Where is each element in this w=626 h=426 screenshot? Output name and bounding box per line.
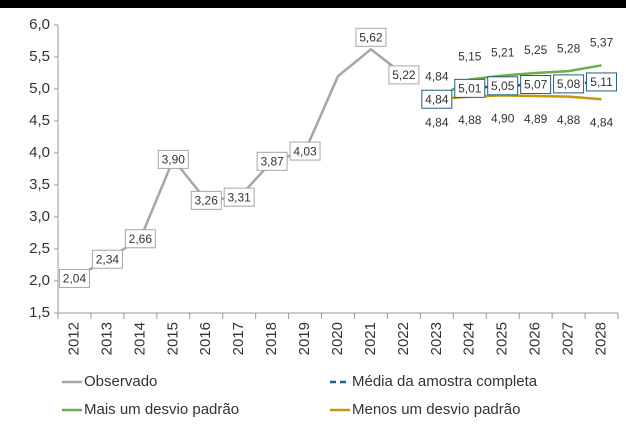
data-label: 5,25 xyxy=(524,43,548,57)
y-tick-label: 2,0 xyxy=(29,272,50,289)
x-tick-label: 2019 xyxy=(296,322,313,355)
data-label: 3,87 xyxy=(260,154,284,168)
data-label-box xyxy=(223,187,255,207)
data-label: 4,89 xyxy=(524,112,548,126)
legend-label: Média da amostra completa xyxy=(352,373,538,390)
top-bar xyxy=(0,0,626,8)
data-label: 4,88 xyxy=(458,113,482,127)
data-label-box xyxy=(454,78,486,98)
data-label-box xyxy=(388,65,420,85)
data-label: 5,37 xyxy=(590,35,614,49)
y-tick-label: 3,0 xyxy=(29,208,50,225)
data-label: 5,05 xyxy=(491,79,515,93)
series-line xyxy=(436,80,602,101)
x-tick-label: 2028 xyxy=(592,322,609,355)
data-label-box xyxy=(190,190,222,210)
x-tick-label: 2021 xyxy=(362,322,379,355)
data-label: 5,22 xyxy=(392,68,416,82)
data-label-box xyxy=(520,75,552,95)
y-tick-label: 2,5 xyxy=(29,240,50,257)
data-label: 3,26 xyxy=(195,194,219,208)
data-label-box xyxy=(256,151,288,171)
x-tick-label: 2024 xyxy=(461,322,478,355)
legend-label: Observado xyxy=(84,373,157,390)
legend-label: Menos um desvio padrão xyxy=(352,401,520,418)
data-label: 5,28 xyxy=(557,41,581,55)
data-label: 4,88 xyxy=(557,113,581,127)
series-line xyxy=(73,47,405,280)
x-tick-label: 2026 xyxy=(527,322,544,355)
data-label-box xyxy=(157,149,189,169)
x-tick-label: 2025 xyxy=(494,322,511,355)
x-tick-label: 2015 xyxy=(164,322,181,355)
legend-label: Mais um desvio padrão xyxy=(84,401,239,418)
data-label: 5,62 xyxy=(359,30,383,44)
x-tick-label: 2016 xyxy=(197,322,214,355)
data-label: 2,34 xyxy=(96,252,120,266)
y-tick-label: 4,5 xyxy=(29,112,50,129)
data-label: 3,90 xyxy=(162,153,186,167)
data-label: 5,07 xyxy=(524,78,548,92)
x-tick-label: 2022 xyxy=(395,322,412,355)
x-tick-label: 2014 xyxy=(131,322,148,355)
y-tick-label: 6,0 xyxy=(29,16,50,33)
data-label-box xyxy=(421,89,453,109)
x-tick-label: 2020 xyxy=(329,322,346,355)
y-tick-label: 5,0 xyxy=(29,80,50,97)
x-tick-label: 2013 xyxy=(98,322,115,355)
x-tick-label: 2023 xyxy=(428,322,445,355)
data-label-box xyxy=(586,72,618,92)
data-label-box xyxy=(289,141,321,161)
x-tick-label: 2027 xyxy=(560,322,577,355)
data-label: 5,01 xyxy=(458,82,482,96)
data-label: 5,08 xyxy=(557,77,581,91)
data-label: 4,84 xyxy=(590,115,614,129)
y-tick-label: 3,5 xyxy=(29,176,50,193)
data-label-box xyxy=(355,27,387,47)
x-tick-label: 2018 xyxy=(263,322,280,355)
data-label: 4,84 xyxy=(425,69,449,83)
data-label-box xyxy=(58,268,90,288)
data-label: 4,84 xyxy=(425,92,449,106)
y-tick-label: 4,0 xyxy=(29,144,50,161)
data-label: 4,03 xyxy=(293,144,317,158)
data-label: 2,66 xyxy=(129,232,153,246)
data-label: 5,21 xyxy=(491,46,515,60)
data-label-box xyxy=(124,229,156,249)
data-label: 4,84 xyxy=(425,115,449,129)
data-label: 2,04 xyxy=(63,272,87,286)
data-label: 4,90 xyxy=(491,112,515,126)
x-tick-label: 2017 xyxy=(230,322,247,355)
data-label: 5,15 xyxy=(458,50,482,64)
y-tick-label: 1,5 xyxy=(29,304,50,321)
y-tick-label: 5,5 xyxy=(29,48,50,65)
data-label: 3,31 xyxy=(227,190,251,204)
data-label-box xyxy=(91,249,123,269)
x-tick-label: 2012 xyxy=(65,322,82,355)
data-label-box xyxy=(487,76,519,96)
data-label: 5,11 xyxy=(590,75,613,89)
data-label-box xyxy=(553,74,585,94)
